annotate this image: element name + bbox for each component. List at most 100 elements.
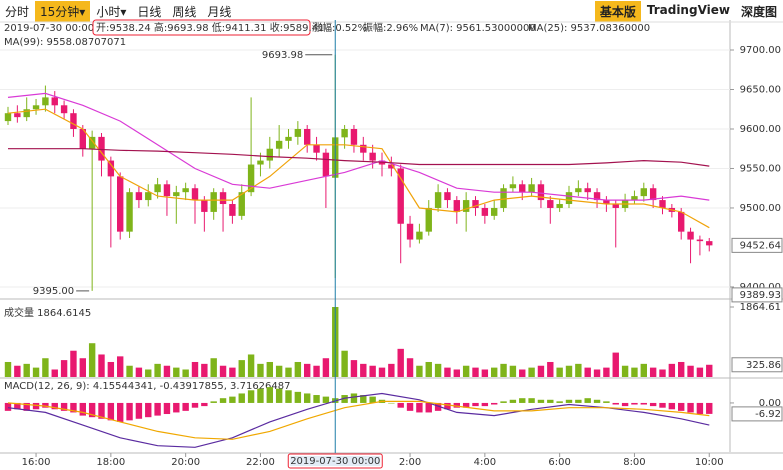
bar: [612, 402, 619, 405]
y-tick-label: 9500.00: [740, 203, 781, 214]
candle-body: [462, 200, 470, 212]
candle-body: [135, 192, 143, 201]
toolbar-button[interactable]: 月线: [207, 4, 232, 19]
y-tick-label: 9600.00: [740, 124, 781, 135]
bar: [201, 363, 208, 377]
candle-body: [649, 188, 657, 201]
legend-entry: MA(99): 9558.08707071: [4, 37, 126, 48]
bar: [88, 343, 96, 377]
toolbar-button[interactable]: 深度图: [740, 4, 777, 19]
candle-body: [266, 148, 273, 161]
candle-body: [406, 223, 414, 240]
high-label: 9693.98: [262, 50, 303, 61]
bar: [238, 360, 245, 377]
value-tag-label: 9452.64: [740, 240, 781, 251]
x-tick-label: 6:00: [548, 457, 570, 468]
toolbar-button[interactable]: 15分钟▾: [35, 0, 91, 22]
bar: [266, 361, 273, 377]
candle-body: [145, 192, 152, 201]
toolbar-button[interactable]: 小时▾: [96, 4, 127, 19]
info-highlight: [92, 19, 311, 36]
toolbar-button[interactable]: 分时: [5, 4, 30, 19]
bar: [687, 365, 694, 377]
bar: [350, 393, 358, 403]
bar: [32, 402, 40, 410]
candle-body: [369, 152, 376, 161]
bar: [434, 363, 442, 377]
bar: [434, 402, 442, 411]
bar: [621, 402, 629, 407]
bar: [341, 395, 348, 403]
bar: [219, 365, 227, 377]
bar: [509, 365, 517, 377]
candle-body: [500, 188, 507, 208]
bar: [4, 402, 12, 411]
bar: [397, 402, 404, 408]
bar: [584, 398, 591, 403]
candle-body: [481, 207, 489, 216]
candle-body: [238, 192, 245, 216]
bar: [500, 363, 507, 377]
candle-body: [360, 144, 367, 153]
candle-body: [275, 140, 283, 149]
candle-body: [51, 97, 58, 106]
y-tick-label: 0.00: [759, 398, 781, 409]
bar: [696, 402, 704, 415]
toolbar-button[interactable]: 基本版: [594, 0, 641, 22]
bar: [135, 367, 143, 377]
bar: [444, 402, 451, 410]
bar: [173, 367, 180, 377]
low-label: 9395.00: [33, 286, 74, 297]
bar: [219, 398, 227, 403]
bar: [257, 388, 264, 403]
bar: [575, 399, 582, 403]
bar: [135, 402, 143, 419]
bar: [163, 365, 171, 377]
bar: [425, 402, 432, 413]
bar: [659, 369, 666, 377]
bar: [341, 350, 348, 377]
info-ohlc: 开:9538.24 高:9693.98 低:9411.31 收:9589.41: [96, 21, 324, 34]
candle-body: [257, 160, 264, 165]
bar: [369, 365, 376, 377]
bar: [126, 365, 133, 377]
candle-body: [528, 184, 535, 193]
toolbar-button[interactable]: 周线: [172, 4, 197, 19]
panel-title: 成交量 1864.6145: [4, 306, 91, 319]
candle-body: [678, 211, 685, 232]
bar: [537, 365, 545, 377]
bar: [51, 402, 58, 410]
toolbar-button[interactable]: 日线: [137, 4, 162, 19]
candle-body: [444, 192, 451, 201]
candle-body: [416, 231, 423, 240]
bar: [556, 401, 563, 403]
candle-body: [88, 136, 96, 149]
bar: [350, 360, 358, 377]
candle-body: [593, 192, 601, 201]
bar: [117, 402, 124, 422]
bar: [519, 398, 526, 403]
info-date: 2019-07-30 00:00: [4, 23, 94, 34]
value-tag-label: 9389.93: [740, 290, 781, 301]
bar: [547, 361, 554, 377]
toolbar-button[interactable]: TradingView: [646, 2, 730, 17]
bar: [14, 402, 21, 410]
bar: [462, 365, 470, 377]
bar: [210, 401, 217, 403]
candle-body: [173, 192, 180, 197]
bar: [556, 367, 563, 377]
bar: [668, 402, 676, 410]
bar: [313, 395, 320, 403]
value-tag: [731, 287, 783, 303]
bar: [444, 367, 451, 377]
candle-body: [631, 196, 638, 201]
value-tag: [731, 357, 783, 373]
bar: [42, 402, 49, 408]
candle-body: [126, 192, 133, 232]
bar: [70, 350, 77, 377]
bar: [32, 367, 40, 377]
bar: [182, 369, 189, 377]
bar: [107, 402, 115, 421]
